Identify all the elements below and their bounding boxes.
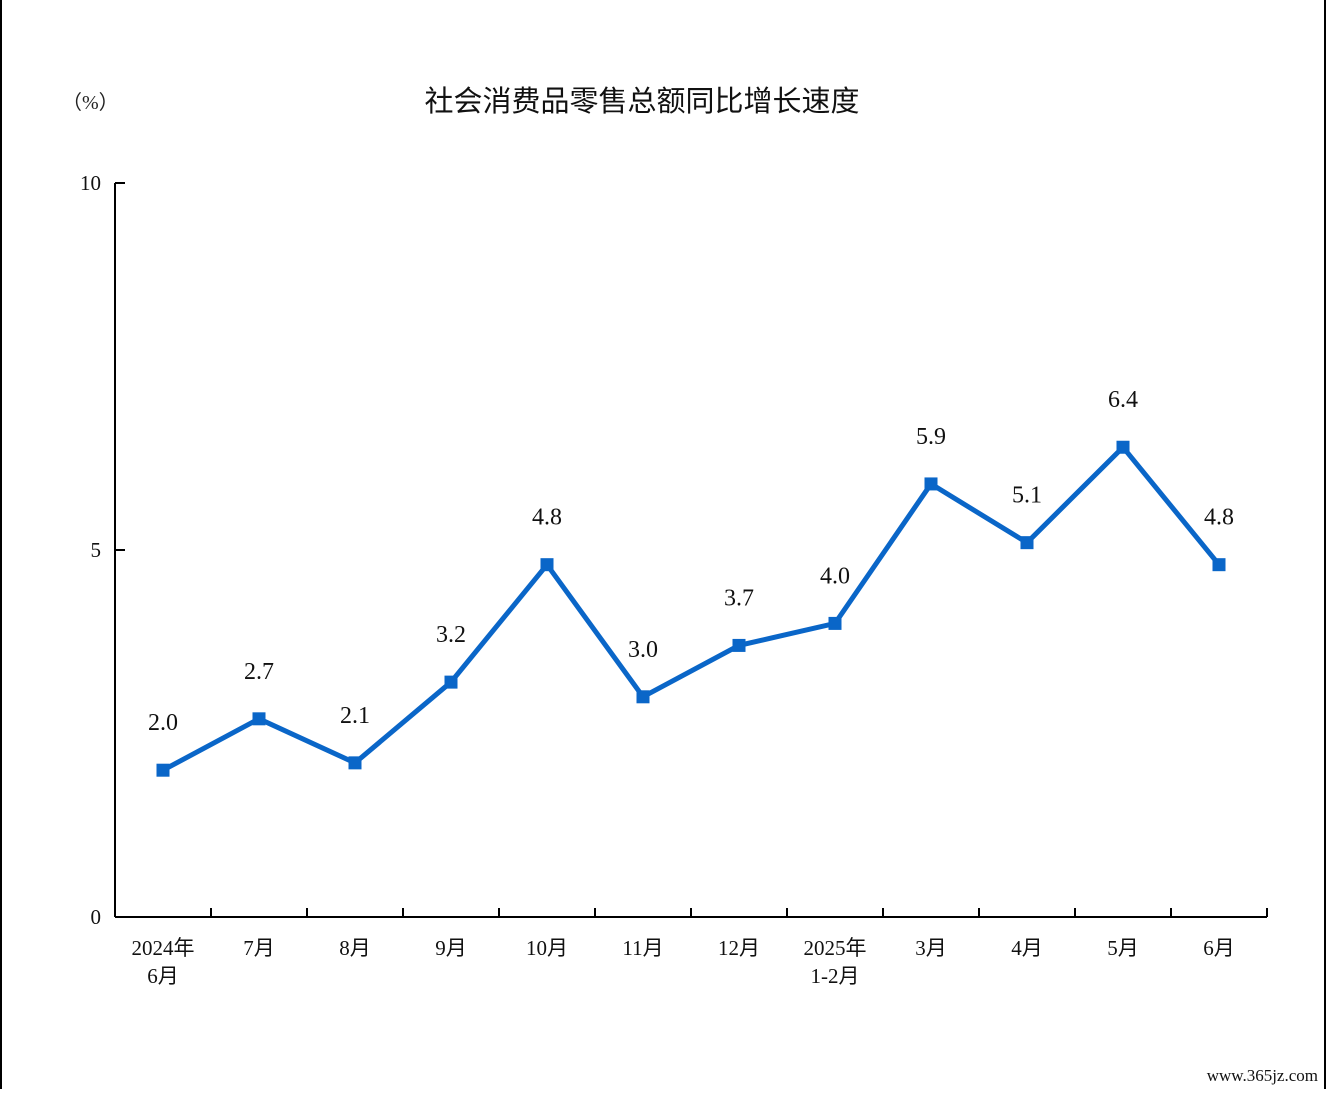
x-tick-label: 7月 — [243, 936, 275, 960]
data-label: 3.7 — [724, 585, 754, 611]
data-point — [924, 477, 938, 491]
data-point — [732, 638, 746, 652]
x-tick-label: 2025年 1-2月 — [804, 936, 867, 988]
frame-right-border — [1324, 0, 1326, 1089]
data-label: 6.4 — [1108, 387, 1138, 413]
data-label: 4.0 — [820, 563, 850, 589]
x-tick-label: 11月 — [622, 936, 663, 960]
x-tick-label: 2024年 6月 — [132, 936, 195, 988]
x-tick-label: 8月 — [339, 936, 371, 960]
frame-left-border — [0, 0, 2, 1089]
chart-title: 社会消费品零售总额同比增长速度 — [424, 84, 859, 118]
data-label: 2.7 — [244, 659, 274, 685]
x-tick-label: 6月 — [1203, 936, 1235, 960]
data-point — [828, 616, 842, 630]
x-tick-label: 5月 — [1107, 936, 1139, 960]
data-point — [1116, 440, 1130, 454]
watermark: www.365jz.com — [1207, 1066, 1318, 1085]
data-point — [348, 756, 362, 770]
data-label: 2.1 — [340, 703, 370, 729]
data-label: 5.1 — [1012, 483, 1042, 509]
series-line — [161, 443, 1221, 773]
data-label: 2.0 — [148, 710, 178, 736]
unit-label: （%） — [62, 91, 119, 114]
x-tick-label: 9月 — [435, 936, 467, 960]
data-point — [444, 675, 458, 689]
data-label: 3.0 — [628, 637, 658, 663]
data-point — [1020, 536, 1034, 550]
series-layer — [156, 440, 1226, 777]
axes: 0 5 10 2024年 6月 7月 8月 9月 10月 11月 12月 2025年 1-2月 3月 4月 5… — [80, 171, 1268, 988]
data-labels: 2.0 2.7 2.1 3.2 4.8 3.0 3.7 4.0 5.9 5.1 6.4 4.8 — [148, 387, 1234, 736]
data-label: 4.8 — [1204, 505, 1234, 531]
data-point — [252, 712, 266, 726]
data-point — [636, 690, 650, 704]
x-tick-label: 4月 — [1011, 936, 1043, 960]
y-tick-label: 5 — [91, 538, 102, 562]
data-point — [540, 558, 554, 572]
x-tick-label: 12月 — [718, 936, 760, 960]
x-tick-label: 3月 — [915, 936, 947, 960]
data-point — [1212, 558, 1226, 572]
x-tick-label: 10月 — [526, 936, 568, 960]
y-tick-label: 10 — [80, 171, 101, 195]
y-tick-label: 0 — [91, 905, 102, 929]
data-label: 3.2 — [436, 622, 466, 648]
data-label: 5.9 — [916, 424, 946, 450]
data-label: 4.8 — [532, 505, 562, 531]
data-point — [156, 763, 170, 777]
